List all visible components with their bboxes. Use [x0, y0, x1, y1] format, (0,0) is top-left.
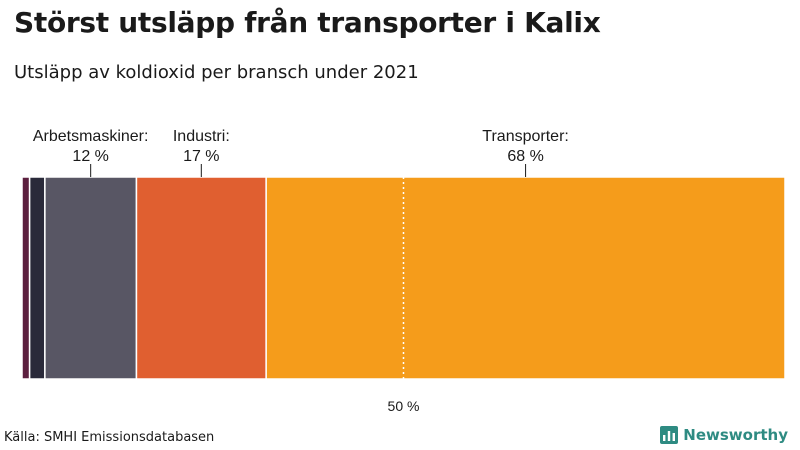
brand-logo: Newsworthy: [660, 424, 788, 446]
bar-segment: [28, 176, 46, 380]
reference-line-label: 50 %: [388, 398, 420, 414]
segment-value-label: 68 %: [507, 148, 543, 165]
bar-segment: [265, 176, 786, 380]
segment-category-label: Transporter:: [482, 128, 569, 145]
brand-name: Newsworthy: [683, 426, 788, 444]
segment-category-label: Industri:: [173, 128, 230, 145]
bar-segment: [44, 176, 138, 380]
chart-subtitle: Utsläpp av koldioxid per bransch under 2…: [14, 62, 419, 83]
bar-chart-icon: [660, 426, 679, 444]
source-note: Källa: SMHI Emissionsdatabasen: [4, 430, 215, 445]
bar-segment: [21, 176, 31, 380]
stacked-bar-chart: Arbetsmaskiner: 12 % Industri: 17 % Transpor…: [21, 128, 786, 414]
segment-value-label: 12 %: [72, 148, 108, 165]
segment-category-label: Arbetsmaskiner:: [33, 128, 149, 145]
chart-title: Störst utsläpp från transporter i Kalix: [14, 6, 601, 39]
segment-value-label: 17 %: [183, 148, 219, 165]
bar-segment: [135, 176, 267, 380]
